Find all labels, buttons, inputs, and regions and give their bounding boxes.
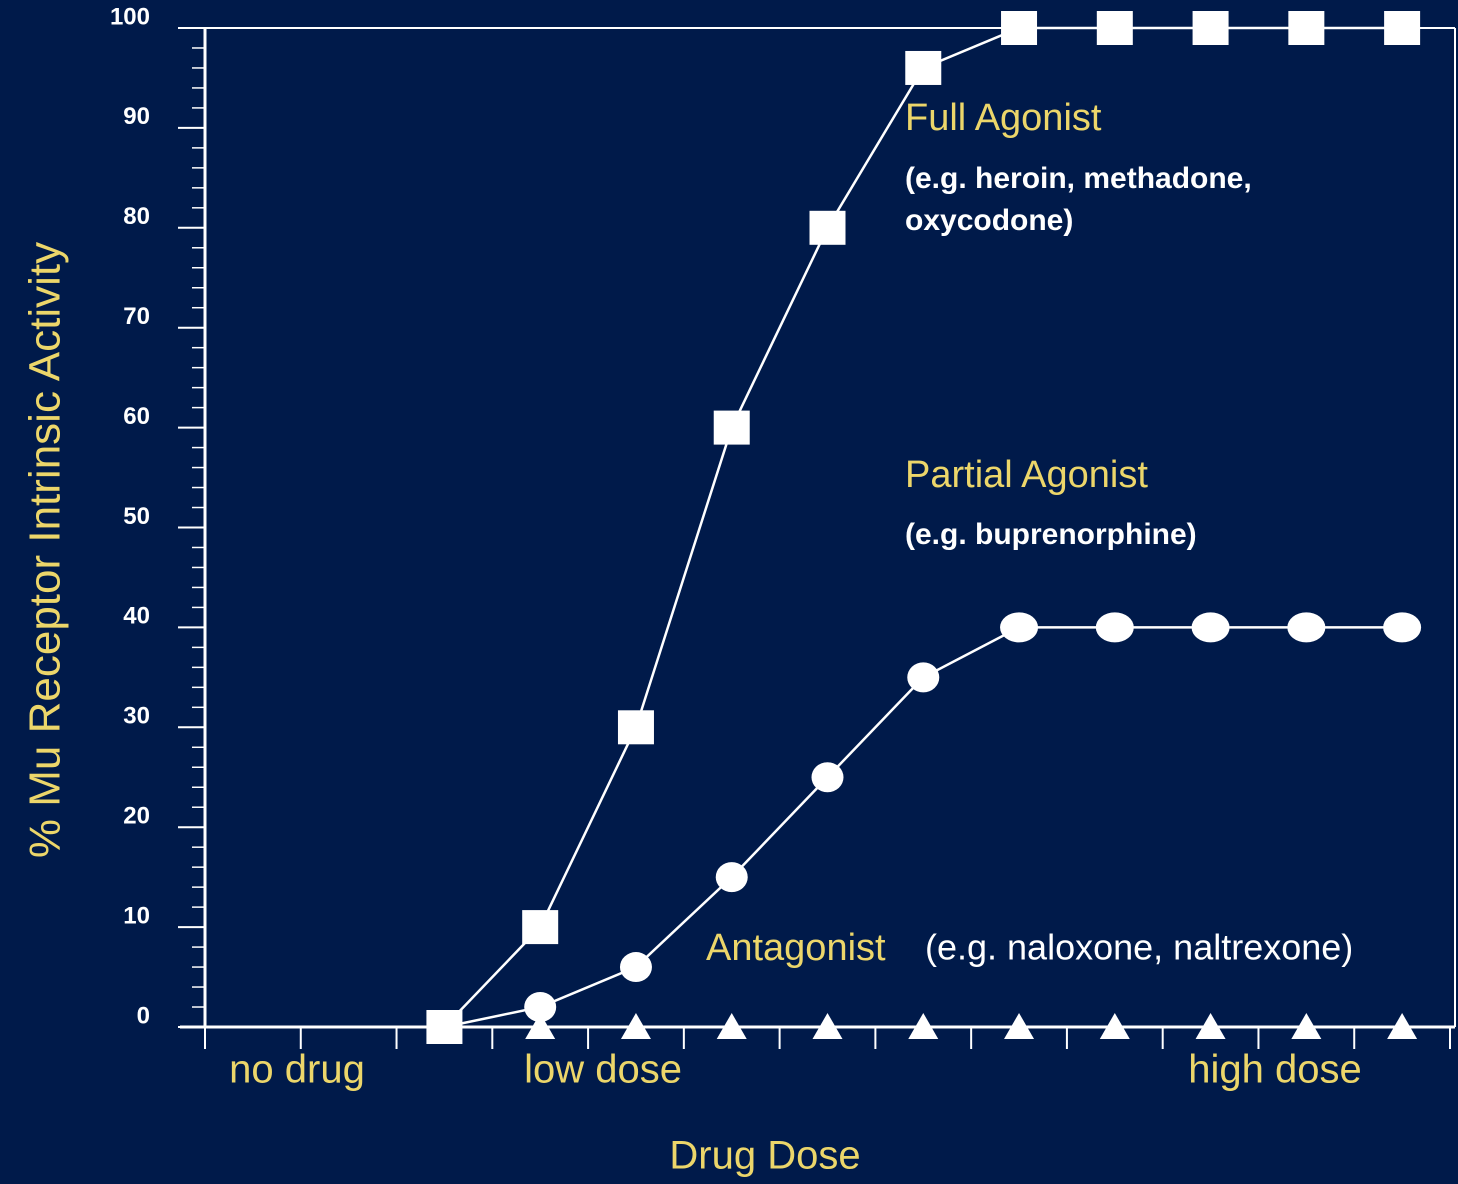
y-tick-label: 100	[110, 3, 150, 30]
circle-marker	[619, 952, 652, 983]
circle-marker	[811, 762, 844, 793]
y-tick-label: 20	[123, 803, 150, 830]
series-note: (e.g. buprenorphine)	[905, 518, 1197, 551]
y-tick-label: 90	[123, 103, 150, 130]
triangle-marker	[525, 1013, 556, 1039]
y-tick-label: 0	[137, 1002, 150, 1029]
square-marker	[1096, 11, 1133, 45]
y-axis-title: % Mu Receptor Intrinsic Activity	[21, 242, 70, 858]
circle-marker	[524, 992, 557, 1023]
circle-marker	[1287, 612, 1326, 643]
series-note: (e.g. naloxone, naltrexone)	[925, 927, 1353, 968]
square-marker	[617, 710, 654, 745]
y-tick-label: 30	[123, 703, 150, 730]
series-note: (e.g. heroin, methadone,	[905, 162, 1252, 195]
square-marker	[1001, 11, 1038, 45]
circle-marker	[907, 662, 940, 693]
triangle-marker	[812, 1013, 843, 1039]
circle-marker	[1095, 612, 1134, 643]
y-tick-label: 80	[123, 203, 150, 230]
circle-marker	[1000, 612, 1039, 643]
square-marker	[1192, 11, 1229, 45]
square-marker	[713, 410, 750, 445]
x-label: high dose	[1188, 1048, 1361, 1092]
triangle-marker	[1195, 1013, 1226, 1039]
y-tick-label: 10	[123, 902, 150, 929]
triangle-marker	[1291, 1013, 1322, 1039]
circle-marker	[715, 862, 748, 893]
y-tick-label: 50	[123, 503, 150, 530]
x-label: low dose	[524, 1048, 682, 1092]
circle-marker	[1383, 612, 1422, 643]
triangle-marker	[908, 1013, 939, 1039]
series-label: Partial Agonist	[905, 454, 1148, 496]
series-label: Antagonist	[706, 927, 886, 969]
square-marker	[1288, 11, 1325, 45]
y-tick-label: 60	[123, 403, 150, 430]
series-label: Full Agonist	[905, 97, 1102, 139]
y-tick-label: 40	[123, 603, 150, 630]
triangle-marker	[1099, 1013, 1130, 1039]
x-label: no drug	[229, 1048, 365, 1092]
square-marker	[1384, 11, 1421, 45]
x-axis-title: Drug Dose	[669, 1134, 860, 1178]
triangle-marker	[716, 1013, 747, 1039]
triangle-marker	[620, 1013, 651, 1039]
circle-marker	[1191, 612, 1230, 643]
triangle-marker	[1004, 1013, 1035, 1039]
square-marker	[905, 50, 942, 85]
square-marker	[522, 910, 559, 945]
triangle-marker	[429, 1013, 460, 1039]
triangle-marker	[1387, 1013, 1418, 1039]
y-tick-label: 70	[123, 303, 150, 330]
square-marker	[809, 210, 846, 245]
series-note: oxycodone)	[905, 204, 1073, 237]
